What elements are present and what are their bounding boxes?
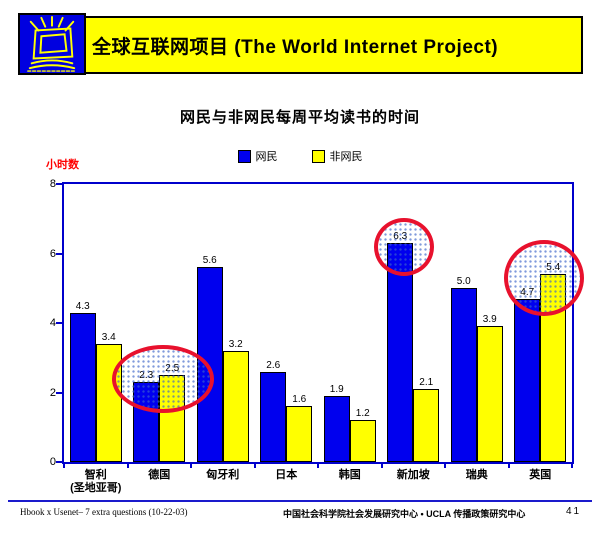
- bar-非网民: 2.1: [413, 377, 440, 462]
- x-tick-mark: [254, 462, 256, 468]
- legend-item-netizens: 网民: [237, 148, 278, 164]
- y-tick-label: 2: [49, 386, 56, 399]
- value-label: 3.9: [482, 314, 497, 325]
- category-label: 日本: [275, 469, 298, 481]
- value-label: 2.5: [165, 363, 180, 374]
- value-label: 3.2: [228, 339, 243, 350]
- y-tick-mark: [56, 252, 62, 255]
- y-tick-mark: [56, 183, 62, 185]
- bar-pair: 4.3 3.4: [69, 301, 122, 462]
- bar-group: 4.7 5.4: [509, 184, 573, 462]
- bar-网民: 4.7: [514, 287, 541, 462]
- bar-pair: 6.3 2.1: [387, 231, 440, 462]
- footer-divider: [8, 500, 592, 502]
- footer-source: Hbook x Usenet– 7 extra questions (10-22…: [20, 507, 188, 517]
- value-label: 6.3: [393, 231, 408, 242]
- bar-pair: 4.7 5.4: [514, 262, 567, 462]
- y-tick-mark: [56, 461, 62, 463]
- bar-非网民: 3.4: [95, 332, 122, 462]
- footer-institution: 中国社会科学院社会发展研究中心 • UCLA 传播政策研究中心: [283, 509, 526, 519]
- plot-area: 4.3 3.4 2.3 2.5 5.6 3.2 2.6 1.6 1.9 1.2 6.3 2.1 5.0 3…: [62, 182, 574, 464]
- x-tick-mark: [571, 462, 573, 468]
- value-label: 4.3: [75, 301, 90, 312]
- bar-网民: 5.6: [196, 255, 223, 462]
- value-label: 4.7: [520, 287, 535, 298]
- y-tick-label: 0: [49, 456, 56, 468]
- value-label: 5.4: [546, 262, 561, 273]
- bar-网民: 5.0: [450, 276, 477, 462]
- bar-group: 6.3 2.1: [382, 184, 446, 462]
- bar-非网民: 5.4: [540, 262, 567, 462]
- bar-网民: 1.9: [323, 384, 350, 462]
- y-tick-mark: [56, 391, 62, 394]
- bar-group: 4.3 3.4: [64, 184, 128, 462]
- value-label: 1.2: [355, 408, 370, 419]
- category-label: 英国: [529, 469, 552, 481]
- x-tick-mark: [127, 462, 129, 468]
- category-labels: 智利 (圣地亚哥) 德国 匈牙利 日本 韩国 新加坡 瑞典 英国: [64, 469, 572, 495]
- legend-label: 网民: [255, 151, 278, 163]
- bar-group: 2.3 2.5: [128, 184, 192, 462]
- bar-group: 2.6 1.6: [255, 184, 319, 462]
- category-label: 智利 (圣地亚哥): [70, 469, 122, 494]
- value-label: 1.6: [292, 394, 307, 405]
- category-label: 德国: [148, 469, 171, 481]
- y-tick-label: 8: [49, 178, 56, 190]
- x-tick-mark: [317, 462, 319, 468]
- x-tick-mark: [381, 462, 383, 468]
- bar-group: 5.6 3.2: [191, 184, 255, 462]
- bar-pair: 2.3 2.5: [133, 363, 186, 462]
- bar-pair: 2.6 1.6: [260, 360, 313, 462]
- bar-网民: 2.3: [133, 370, 160, 462]
- x-tick-mark: [63, 462, 65, 468]
- y-axis-label: 小时数: [46, 159, 79, 171]
- value-label: 1.9: [329, 384, 344, 395]
- y-tick-mark: [56, 322, 62, 324]
- bar-pair: 5.0 3.9: [450, 276, 503, 462]
- x-tick-mark: [444, 462, 446, 468]
- x-tick-mark: [508, 462, 510, 468]
- header-banner: 全球互联网项目 (The World Internet Project): [18, 16, 583, 74]
- y-tick-label: 6: [49, 247, 56, 260]
- y-tick-label: 4: [49, 317, 56, 329]
- bar-网民: 4.3: [69, 301, 96, 462]
- bar-非网民: 1.6: [286, 394, 313, 462]
- legend-swatch-blue: [237, 149, 251, 163]
- value-label: 2.3: [139, 370, 154, 381]
- bar-非网民: 2.5: [159, 363, 186, 462]
- chart-legend: 网民 非网民: [0, 148, 600, 164]
- category-label: 匈牙利: [206, 469, 240, 481]
- bar-非网民: 1.2: [349, 408, 376, 462]
- category-label: 韩国: [338, 469, 361, 481]
- value-label: 2.6: [266, 360, 281, 371]
- bar-非网民: 3.9: [476, 314, 503, 462]
- bar-groups: 4.3 3.4 2.3 2.5 5.6 3.2 2.6 1.6 1.9 1.2 6.3 2.1 5.0 3…: [64, 184, 572, 462]
- bar-group: 1.9 1.2: [318, 184, 382, 462]
- bar-网民: 2.6: [260, 360, 287, 462]
- x-tick-mark: [190, 462, 192, 468]
- legend-swatch-yellow: [311, 149, 325, 163]
- bar-网民: 6.3: [387, 231, 414, 462]
- sketched-monitor-icon: [27, 15, 77, 72]
- bar-group: 5.0 3.9: [445, 184, 509, 462]
- category-label: 新加坡: [396, 469, 430, 481]
- chart-title: 网民与非网民每周平均读书的时间: [179, 109, 420, 126]
- page-number: 41: [566, 506, 582, 517]
- value-label: 3.4: [101, 332, 116, 343]
- legend-label: 非网民: [329, 151, 363, 163]
- category-label: 瑞典: [465, 469, 488, 481]
- bar-pair: 5.6 3.2: [196, 255, 249, 462]
- project-logo-icon: [18, 13, 86, 75]
- page-title: 全球互联网项目 (The World Internet Project): [92, 36, 499, 58]
- value-label: 2.1: [419, 377, 434, 388]
- value-label: 5.0: [456, 276, 471, 287]
- bar-非网民: 3.2: [222, 339, 249, 462]
- value-label: 5.6: [202, 255, 217, 266]
- legend-item-non-netizens: 非网民: [311, 148, 363, 164]
- bar-pair: 1.9 1.2: [323, 384, 376, 462]
